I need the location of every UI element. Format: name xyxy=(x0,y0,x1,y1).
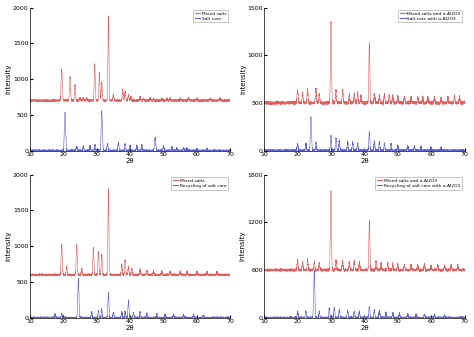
Y-axis label: Intensity: Intensity xyxy=(6,231,11,262)
X-axis label: 2θ: 2θ xyxy=(360,326,369,332)
Y-axis label: Intensity: Intensity xyxy=(240,64,246,94)
Legend: Mixed salts, Salt core: Mixed salts, Salt core xyxy=(193,10,228,23)
X-axis label: 2θ: 2θ xyxy=(126,158,135,164)
Y-axis label: Intensity: Intensity xyxy=(6,64,11,94)
Legend: Mixed salts, Recycling of salt core: Mixed salts, Recycling of salt core xyxy=(171,177,228,189)
X-axis label: 2θ: 2θ xyxy=(126,326,135,332)
X-axis label: 2θ: 2θ xyxy=(360,158,369,164)
Y-axis label: Intensity: Intensity xyxy=(240,231,246,262)
Legend: Mixed salts and α-Al2O3, Recycling of salt core with α-Al2O3: Mixed salts and α-Al2O3, Recycling of sa… xyxy=(375,177,462,189)
Legend: Mixed salts and α-Al2O3, Salt core with α-Al2O3: Mixed salts and α-Al2O3, Salt core with … xyxy=(399,10,462,23)
